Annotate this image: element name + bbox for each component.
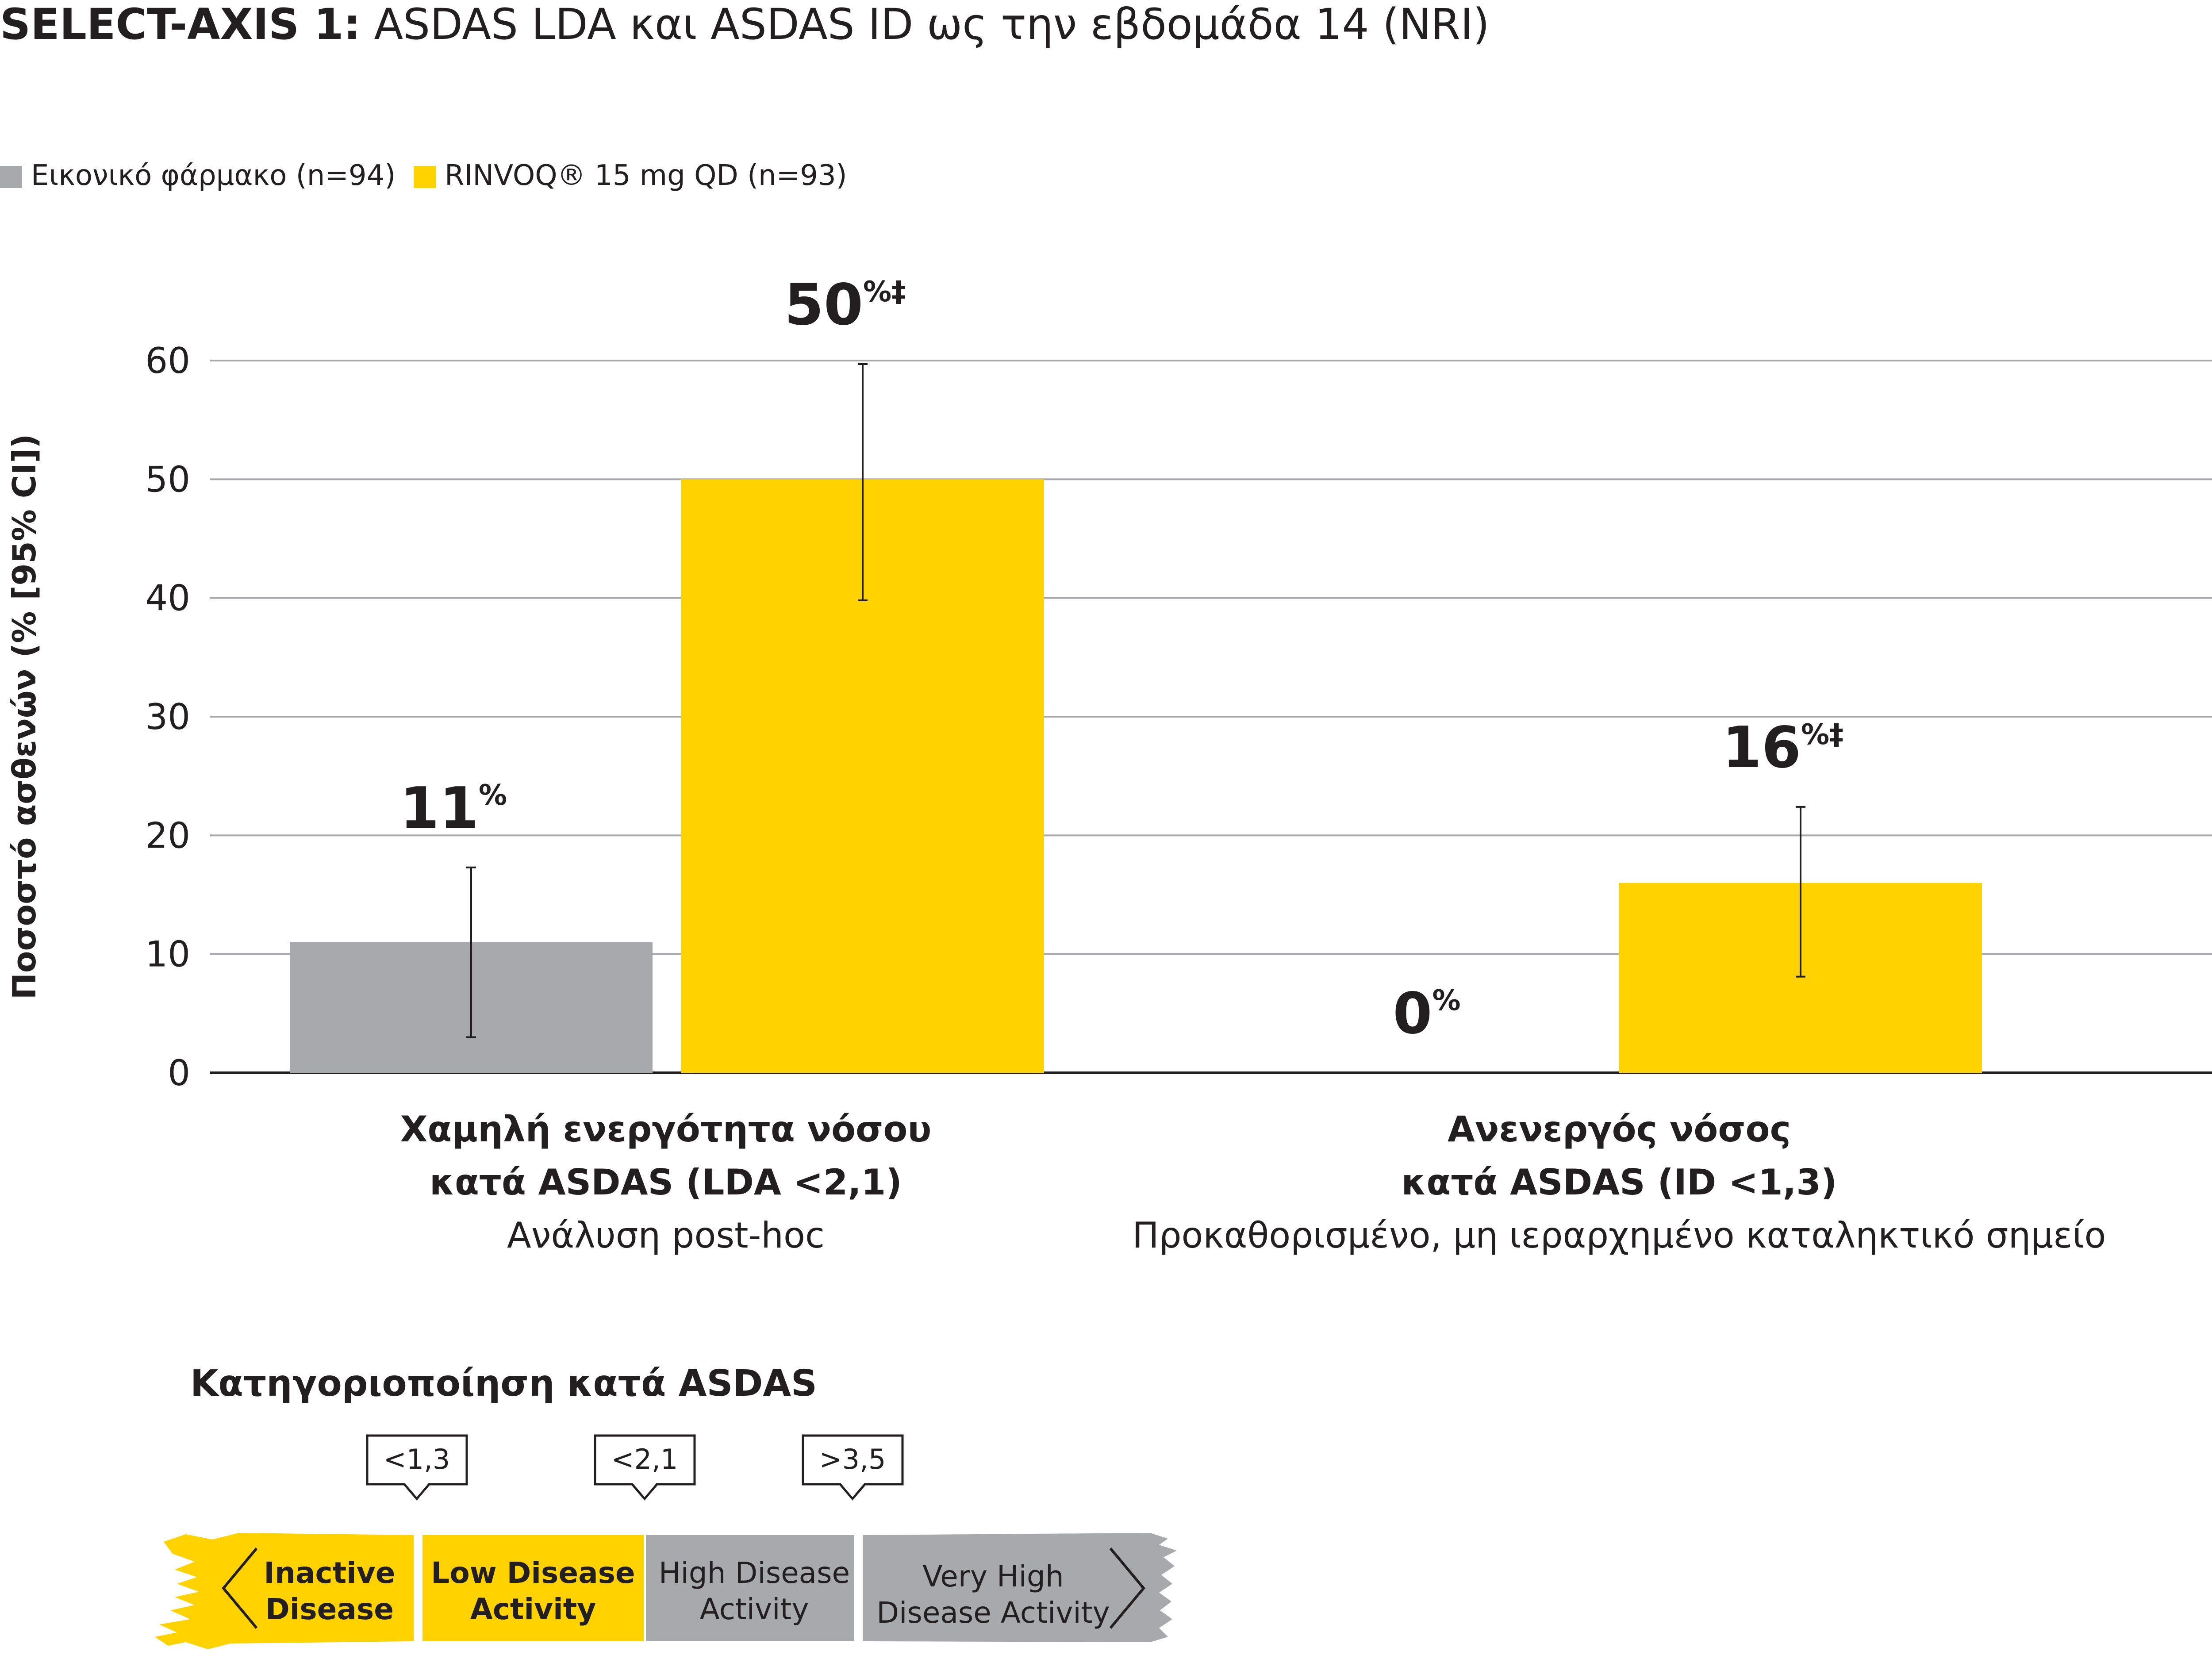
legend: Εικονικό φάρμακο (n=94) RINVOQ® 15 mg QD… <box>0 159 847 192</box>
y-tick-label: 20 <box>145 815 190 856</box>
asdas-segment-very-high-line1: Very High <box>922 1559 1064 1594</box>
category-1-label-line1: Χαμηλή ενεργότητα νόσου <box>400 1109 932 1150</box>
chevron-left-icon <box>222 1547 258 1629</box>
asdas-heading: Κατηγοριοποίηση κατά ASDAS <box>190 1363 817 1405</box>
category-1-sublabel: Ανάλυση post-hoc <box>507 1215 825 1256</box>
y-tick-label: 10 <box>145 934 190 975</box>
legend-label-rinvoq: RINVOQ® 15 mg QD (n=93) <box>445 159 847 192</box>
y-tick-label: 30 <box>145 696 190 737</box>
asdas-segment-high <box>646 1535 854 1641</box>
category-2-sublabel: Προκαθορισμένο, μη ιεραρχημένο καταληκτι… <box>1133 1215 2106 1256</box>
asdas-threshold-2: <2,1 <box>594 1434 696 1501</box>
category-labels: Χαμηλή ενεργότητα νόσου κατά ASDAS (LDA … <box>400 1109 2106 1256</box>
asdas-segment-low <box>422 1535 644 1641</box>
asdas-segment-high-line2: Activity <box>700 1592 809 1626</box>
asdas-segment-inactive-line1: Inactive <box>264 1556 395 1590</box>
chart-title: SELECT-AXIS 1: ASDAS LDA και ASDAS ID ως… <box>0 0 1490 49</box>
asdas-segment-very-high <box>863 1533 1177 1642</box>
asdas-segment-low-line1: Low Disease <box>431 1556 635 1590</box>
asdas-threshold-1: <1,3 <box>366 1434 468 1501</box>
data-label: 16%‡ <box>1722 715 1843 781</box>
plot-area: 0 10 20 30 40 50 60 11% 0% 50%‡ 16%‡ <box>145 272 2212 1094</box>
y-axis-label: Ποσοστό ασθενών (% [95% CI]) <box>6 434 43 1000</box>
asdas-panel: Κατηγοριοποίηση κατά ASDAS <1,3 <2,1 >3,… <box>155 1363 1177 1649</box>
legend-swatch-rinvoq <box>414 166 436 188</box>
category-1-label-line2: κατά ASDAS (LDA <2,1) <box>430 1162 902 1203</box>
asdas-threshold-2-label: <2,1 <box>611 1443 678 1475</box>
y-tick-label: 0 <box>168 1052 190 1094</box>
y-tick-label: 60 <box>145 340 190 381</box>
data-label: 11% <box>400 776 507 841</box>
chart-title-bold: SELECT-AXIS 1: <box>0 0 361 49</box>
y-tick-label: 50 <box>145 459 190 500</box>
data-label: 50%‡ <box>784 272 906 338</box>
chevron-right-icon <box>1109 1547 1145 1629</box>
asdas-threshold-3: >3,5 <box>802 1434 904 1501</box>
category-2-label-line1: Ανενεργός νόσος <box>1448 1109 1791 1150</box>
legend-swatch-placebo <box>0 166 22 188</box>
asdas-segment-low-line2: Activity <box>470 1592 596 1626</box>
asdas-segment-high-line1: High Disease <box>659 1556 850 1590</box>
asdas-segment-inactive-line2: Disease <box>265 1592 394 1626</box>
asdas-threshold-3-label: >3,5 <box>819 1443 886 1475</box>
chart-title-rest: ASDAS LDA και ASDAS ID ως την εβδομάδα 1… <box>361 0 1490 49</box>
y-tick-label: 40 <box>145 578 190 619</box>
asdas-threshold-1-label: <1,3 <box>384 1443 450 1475</box>
asdas-segment-inactive <box>155 1533 414 1649</box>
asdas-segment-very-high-line2: Disease Activity <box>876 1596 1110 1630</box>
data-label: 0% <box>1393 981 1460 1047</box>
asdas-scale-bar: Inactive Disease Low Disease Activity Hi… <box>155 1533 1177 1649</box>
category-2-label-line2: κατά ASDAS (ID <1,3) <box>1402 1162 1837 1203</box>
legend-label-placebo: Εικονικό φάρμακο (n=94) <box>31 159 396 192</box>
